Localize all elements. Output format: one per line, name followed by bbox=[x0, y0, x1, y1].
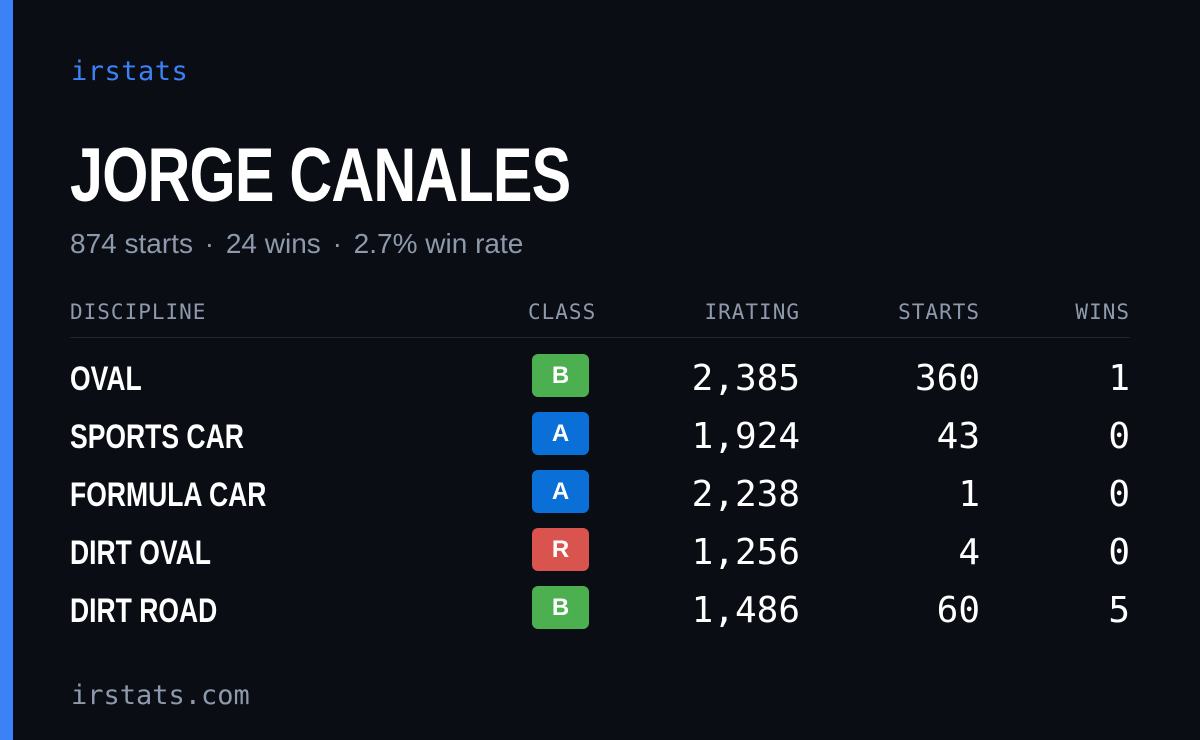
brand-logo: irstats bbox=[71, 56, 189, 87]
starts-value: 60 bbox=[936, 590, 980, 631]
header-wins: WINS bbox=[1075, 300, 1130, 324]
irating-value: 2,385 bbox=[691, 358, 800, 399]
wins-value: 0 bbox=[1108, 532, 1130, 573]
table-row: DIRT OVAL R 1,256 4 0 bbox=[70, 522, 1130, 580]
win-rate: 2.7% win rate bbox=[353, 228, 524, 259]
discipline-label: OVAL bbox=[70, 360, 142, 398]
wins-value: 1 bbox=[1108, 358, 1130, 399]
table-row: OVAL B 2,385 360 1 bbox=[70, 348, 1130, 406]
header-starts: STARTS bbox=[898, 300, 980, 324]
discipline-label: DIRT OVAL bbox=[70, 534, 211, 572]
footer-url: irstats.com bbox=[71, 680, 250, 711]
class-badge: B bbox=[532, 354, 589, 397]
wins-value: 5 bbox=[1108, 590, 1130, 631]
driver-summary: 874 starts · 24 wins · 2.7% win rate bbox=[70, 228, 523, 260]
class-badge: R bbox=[532, 528, 589, 571]
discipline-label: FORMULA CAR bbox=[70, 476, 267, 514]
discipline-table: OVAL B 2,385 360 1 SPORTS CAR A 1,924 43… bbox=[70, 348, 1130, 638]
irating-value: 1,256 bbox=[691, 532, 800, 573]
driver-name: JORGE CANALES bbox=[70, 133, 571, 218]
wins-value: 0 bbox=[1108, 416, 1130, 457]
accent-bar bbox=[0, 0, 13, 740]
header-discipline: DISCIPLINE bbox=[70, 300, 207, 324]
starts-value: 360 bbox=[914, 358, 980, 399]
separator: · bbox=[332, 228, 342, 259]
wins-value: 0 bbox=[1108, 474, 1130, 515]
header-irating: IRATING bbox=[704, 300, 800, 324]
table-header: DISCIPLINE CLASS IRATING STARTS WINS bbox=[70, 300, 1130, 338]
class-badge: A bbox=[532, 470, 589, 513]
class-badge: A bbox=[532, 412, 589, 455]
separator: · bbox=[204, 228, 215, 259]
irating-value: 2,238 bbox=[691, 474, 800, 515]
total-wins: 24 wins bbox=[225, 228, 321, 259]
starts-value: 1 bbox=[958, 474, 980, 515]
total-starts: 874 starts bbox=[70, 228, 193, 259]
starts-value: 43 bbox=[936, 416, 980, 457]
header-class: CLASS bbox=[528, 300, 597, 324]
table-row: FORMULA CAR A 2,238 1 0 bbox=[70, 464, 1130, 522]
starts-value: 4 bbox=[958, 532, 980, 573]
discipline-label: SPORTS CAR bbox=[70, 418, 244, 456]
irating-value: 1,924 bbox=[691, 416, 800, 457]
irating-value: 1,486 bbox=[691, 590, 800, 631]
table-row: SPORTS CAR A 1,924 43 0 bbox=[70, 406, 1130, 464]
table-row: DIRT ROAD B 1,486 60 5 bbox=[70, 580, 1130, 638]
class-badge: B bbox=[532, 586, 589, 629]
discipline-label: DIRT ROAD bbox=[70, 592, 218, 630]
